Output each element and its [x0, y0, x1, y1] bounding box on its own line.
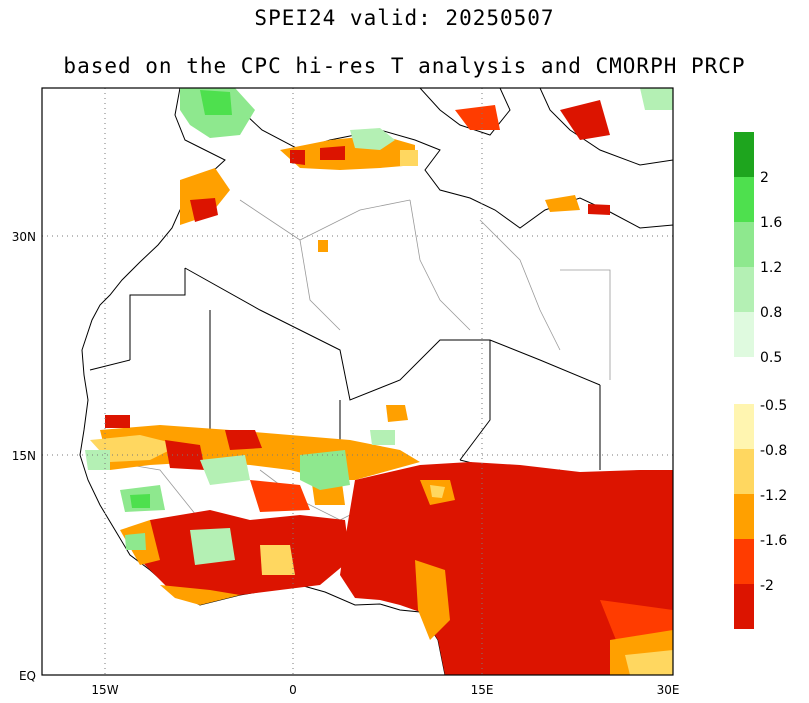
- colorbar-dry-label-1: -0.5: [760, 398, 787, 414]
- colorbar-wet-seg-2: [734, 177, 754, 222]
- map-area: [42, 88, 673, 675]
- colorbar-wet-label-1: 2: [760, 170, 769, 186]
- lat-label-30n: 30N: [12, 230, 36, 244]
- colorbar-dry-seg-5: [734, 584, 754, 629]
- colorbar-dry-label-4: -1.6: [760, 533, 787, 549]
- colorbar-wet-label-3: 1.2: [760, 260, 782, 276]
- map-subtitle: based on the CPC hi-res T analysis and C…: [63, 54, 746, 78]
- map-title: SPEI24 valid: 20250507: [254, 6, 555, 30]
- wet-anomaly-patches: [85, 88, 673, 565]
- lat-label-eq: EQ: [19, 669, 36, 683]
- europe-land: [419, 88, 673, 166]
- colorbar-dry-seg-2: [734, 449, 754, 494]
- colorbar-dry-seg-3: [734, 494, 754, 539]
- colorbar-wet-seg-5: [734, 312, 754, 357]
- colorbar-wet: 2 1.6 1.2 0.8 0.5: [734, 132, 782, 366]
- colorbar-wet-seg-1: [734, 132, 754, 177]
- colorbar-wet-label-5: 0.5: [760, 350, 782, 366]
- colorbar-dry: -0.5 -0.8 -1.2 -1.6 -2: [734, 398, 787, 629]
- colorbar-wet-seg-3: [734, 222, 754, 267]
- lat-label-15n: 15N: [12, 449, 36, 463]
- colorbar-dry-label-5: -2: [760, 578, 774, 594]
- map-frame: [41, 87, 674, 676]
- colorbar-wet-label-2: 1.6: [760, 215, 782, 231]
- graticule: [42, 88, 673, 675]
- colorbar-wet-label-4: 0.8: [760, 305, 782, 321]
- colorbar-dry-seg-4: [734, 539, 754, 584]
- national-borders: [89, 267, 601, 621]
- colorbar-dry-label-3: -1.2: [760, 488, 787, 504]
- lon-label-15w: 15W: [91, 683, 118, 697]
- lon-label-0: 0: [289, 683, 297, 697]
- colorbar-dry-seg-1: [734, 404, 754, 449]
- colorbar-wet-seg-4: [734, 267, 754, 312]
- lon-label-30e: 30E: [657, 683, 680, 697]
- lon-label-15e: 15E: [471, 683, 494, 697]
- colorbar-dry-label-2: -0.8: [760, 443, 787, 459]
